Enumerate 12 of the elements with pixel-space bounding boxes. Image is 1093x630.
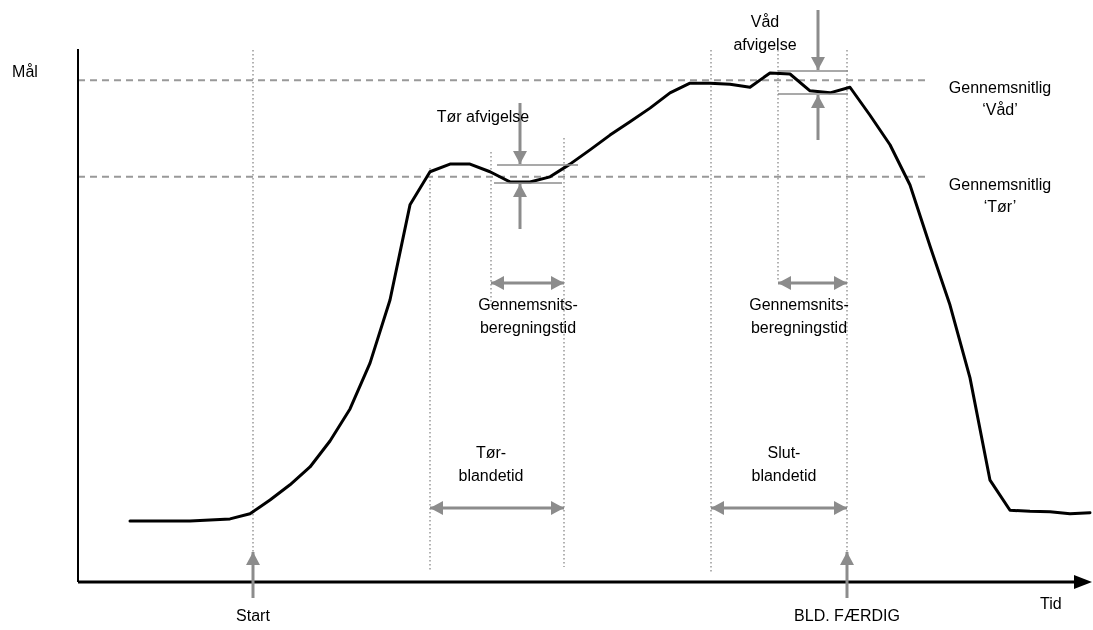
annotation: Gennemsnits-beregningstid [478,296,578,336]
ref-line-label: Gennemsnitlig ‘Tør’ [948,175,1052,215]
text: Våd afvigelse [733,13,797,53]
text: Start [236,607,271,624]
text: Mål [12,63,38,80]
annotation: Slut-blandetid [751,444,817,484]
annotation: Tør afvigelse [436,108,530,125]
text: BLD. FÆRDIG [794,607,900,624]
annotation: Gennemsnits-beregningstid [749,296,849,336]
ref-line-label: Gennemsnitlig ‘Våd’ [948,79,1052,119]
annotation: Tør-blandetid [458,444,524,484]
x-axis-title: Tid [1040,595,1062,612]
